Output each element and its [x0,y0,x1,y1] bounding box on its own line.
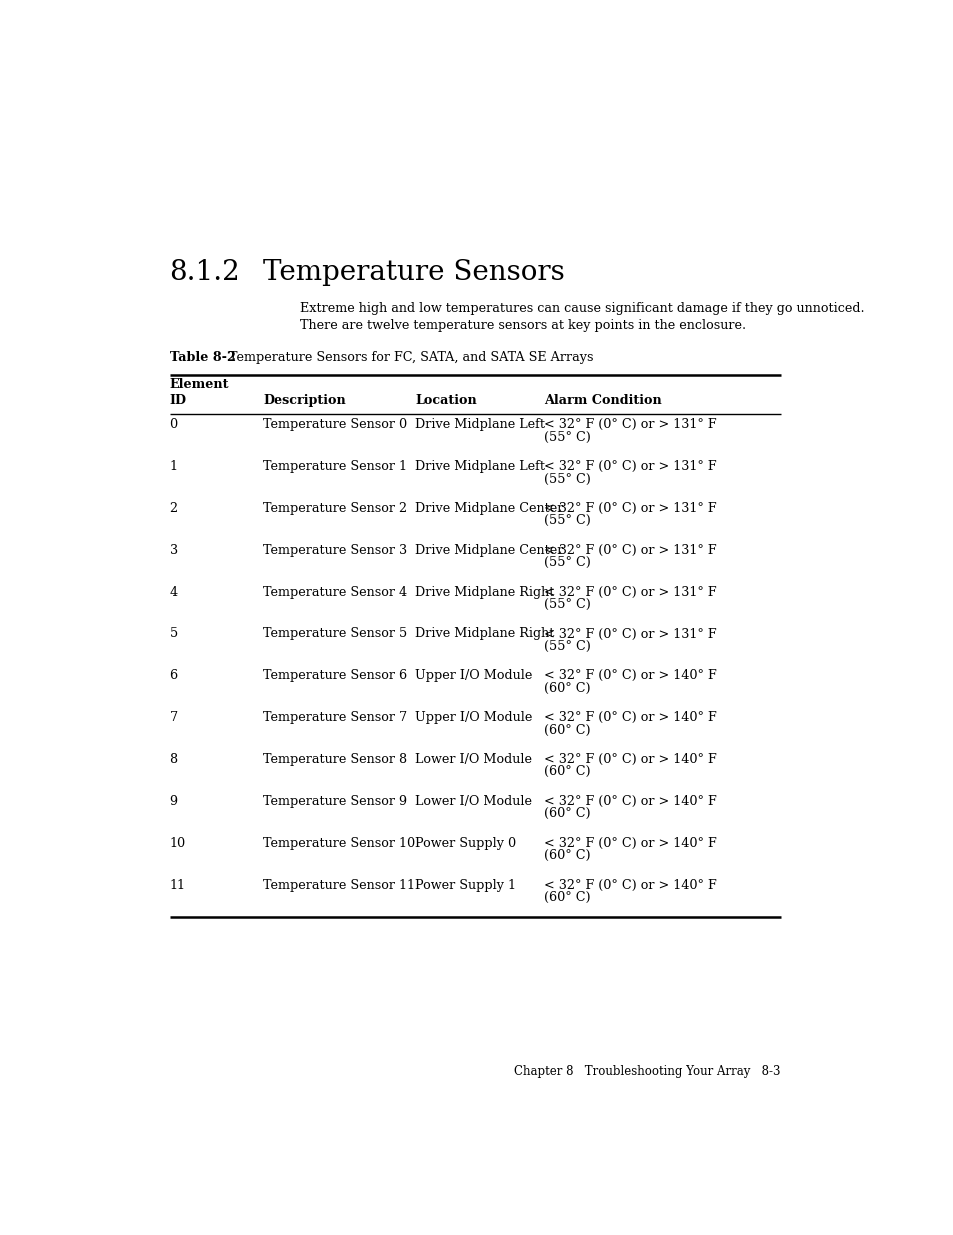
Text: 8: 8 [170,753,177,766]
Text: There are twelve temperature sensors at key points in the enclosure.: There are twelve temperature sensors at … [300,320,746,332]
Text: Drive Midplane Left: Drive Midplane Left [415,461,544,473]
Text: Upper I/O Module: Upper I/O Module [415,669,532,682]
Text: 7: 7 [170,711,177,724]
Text: (60° C): (60° C) [544,890,590,904]
Text: < 32° F (0° C) or > 131° F: < 32° F (0° C) or > 131° F [544,627,717,641]
Text: Temperature Sensor 11: Temperature Sensor 11 [263,878,415,892]
Text: Drive Midplane Left: Drive Midplane Left [415,419,544,431]
Text: (60° C): (60° C) [544,808,590,820]
Text: Temperature Sensor 1: Temperature Sensor 1 [263,461,407,473]
Text: Temperature Sensors for FC, SATA, and SATA SE Arrays: Temperature Sensors for FC, SATA, and SA… [225,351,593,364]
Text: Temperature Sensor 4: Temperature Sensor 4 [263,585,407,599]
Text: (55° C): (55° C) [544,514,591,527]
Text: Temperature Sensors: Temperature Sensors [263,259,564,287]
Text: 10: 10 [170,836,186,850]
Text: 0: 0 [170,419,177,431]
Text: 3: 3 [170,543,177,557]
Text: Extreme high and low temperatures can cause significant damage if they go unnoti: Extreme high and low temperatures can ca… [300,303,864,315]
Text: Alarm Condition: Alarm Condition [544,394,661,408]
Text: < 32° F (0° C) or > 140° F: < 32° F (0° C) or > 140° F [544,795,717,808]
Text: (55° C): (55° C) [544,640,591,653]
Text: (55° C): (55° C) [544,473,591,485]
Text: 11: 11 [170,878,185,892]
Text: 9: 9 [170,795,177,808]
Text: < 32° F (0° C) or > 140° F: < 32° F (0° C) or > 140° F [544,711,717,724]
Text: Power Supply 1: Power Supply 1 [415,878,516,892]
Text: < 32° F (0° C) or > 140° F: < 32° F (0° C) or > 140° F [544,836,717,850]
Text: 6: 6 [170,669,177,682]
Text: Temperature Sensor 7: Temperature Sensor 7 [263,711,407,724]
Text: ID: ID [170,394,187,408]
Text: Power Supply 0: Power Supply 0 [415,836,516,850]
Text: < 32° F (0° C) or > 131° F: < 32° F (0° C) or > 131° F [544,543,717,557]
Text: Temperature Sensor 10: Temperature Sensor 10 [263,836,416,850]
Text: Location: Location [415,394,476,408]
Text: Temperature Sensor 2: Temperature Sensor 2 [263,501,407,515]
Text: 1: 1 [170,461,177,473]
Text: Temperature Sensor 6: Temperature Sensor 6 [263,669,407,682]
Text: 5: 5 [170,627,177,641]
Text: Table 8-2: Table 8-2 [170,351,235,364]
Text: Drive Midplane Right: Drive Midplane Right [415,585,554,599]
Text: (55° C): (55° C) [544,431,591,443]
Text: (60° C): (60° C) [544,766,590,778]
Text: < 32° F (0° C) or > 140° F: < 32° F (0° C) or > 140° F [544,753,717,766]
Text: (55° C): (55° C) [544,556,591,569]
Text: (60° C): (60° C) [544,724,590,736]
Text: < 32° F (0° C) or > 131° F: < 32° F (0° C) or > 131° F [544,585,717,599]
Text: Element: Element [170,378,229,391]
Text: Description: Description [263,394,346,408]
Text: (60° C): (60° C) [544,848,590,862]
Text: (60° C): (60° C) [544,682,590,694]
Text: Temperature Sensor 8: Temperature Sensor 8 [263,753,407,766]
Text: (55° C): (55° C) [544,598,591,611]
Text: Lower I/O Module: Lower I/O Module [415,795,532,808]
Text: 4: 4 [170,585,177,599]
Text: Temperature Sensor 9: Temperature Sensor 9 [263,795,407,808]
Text: Drive Midplane Center: Drive Midplane Center [415,501,563,515]
Text: 8.1.2: 8.1.2 [170,259,240,287]
Text: Temperature Sensor 0: Temperature Sensor 0 [263,419,407,431]
Text: 2: 2 [170,501,177,515]
Text: < 32° F (0° C) or > 140° F: < 32° F (0° C) or > 140° F [544,878,717,892]
Text: Drive Midplane Right: Drive Midplane Right [415,627,554,641]
Text: < 32° F (0° C) or > 131° F: < 32° F (0° C) or > 131° F [544,501,717,515]
Text: < 32° F (0° C) or > 140° F: < 32° F (0° C) or > 140° F [544,669,717,682]
Text: Temperature Sensor 3: Temperature Sensor 3 [263,543,407,557]
Text: Lower I/O Module: Lower I/O Module [415,753,532,766]
Text: Upper I/O Module: Upper I/O Module [415,711,532,724]
Text: Drive Midplane Center: Drive Midplane Center [415,543,563,557]
Text: < 32° F (0° C) or > 131° F: < 32° F (0° C) or > 131° F [544,419,717,431]
Text: Temperature Sensor 5: Temperature Sensor 5 [263,627,407,641]
Text: Chapter 8   Troubleshooting Your Array   8-3: Chapter 8 Troubleshooting Your Array 8-3 [514,1066,781,1078]
Text: < 32° F (0° C) or > 131° F: < 32° F (0° C) or > 131° F [544,461,717,473]
